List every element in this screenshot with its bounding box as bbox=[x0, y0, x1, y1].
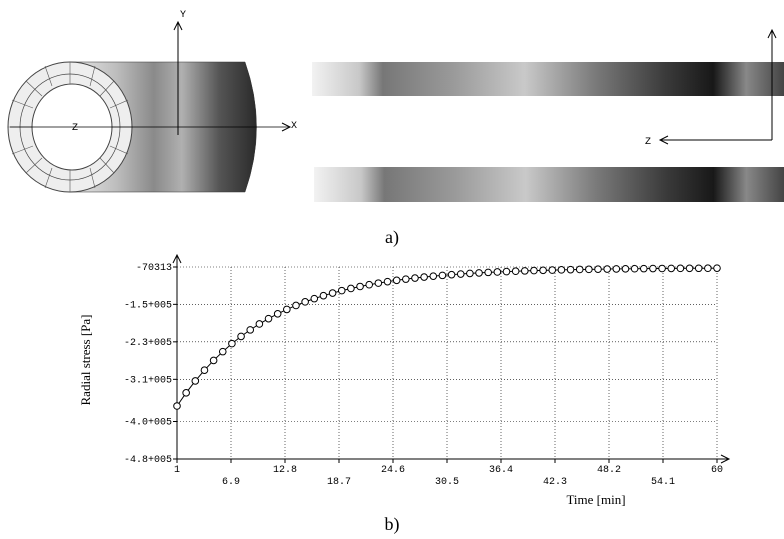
marker bbox=[421, 274, 428, 281]
marker bbox=[668, 265, 675, 272]
marker bbox=[256, 321, 263, 328]
x-tick-label: 36.4 bbox=[489, 465, 513, 476]
marker bbox=[540, 267, 547, 274]
marker bbox=[320, 292, 327, 299]
x-axis-label: Time [min] bbox=[566, 492, 625, 507]
marker bbox=[586, 266, 593, 273]
marker bbox=[174, 403, 181, 410]
axis-label: Y bbox=[180, 10, 186, 21]
x-tick-label: 30.5 bbox=[435, 477, 459, 488]
marker bbox=[393, 277, 400, 284]
marker bbox=[338, 287, 345, 294]
marker bbox=[604, 266, 611, 273]
marker bbox=[329, 290, 336, 297]
marker bbox=[219, 348, 226, 355]
marker bbox=[238, 333, 245, 340]
y-tick-label: -3.1+005 bbox=[124, 375, 172, 386]
marker bbox=[302, 299, 309, 306]
marker bbox=[375, 280, 382, 287]
marker bbox=[357, 283, 364, 290]
marker bbox=[521, 268, 528, 275]
axis-label: Z bbox=[72, 123, 78, 134]
marker bbox=[549, 267, 556, 274]
marker bbox=[595, 266, 602, 273]
caption: b) bbox=[385, 514, 400, 535]
marker bbox=[457, 271, 464, 278]
marker bbox=[366, 281, 373, 288]
marker bbox=[503, 268, 510, 275]
marker bbox=[485, 269, 492, 276]
marker bbox=[403, 276, 410, 283]
x-tick-label: 54.1 bbox=[651, 477, 675, 488]
marker bbox=[274, 311, 281, 318]
y-tick-label: -70313 bbox=[136, 263, 172, 274]
marker bbox=[677, 265, 684, 272]
y-tick-label: -1.5+005 bbox=[124, 300, 172, 311]
marker bbox=[650, 265, 657, 272]
marker bbox=[640, 265, 647, 272]
marker bbox=[265, 315, 272, 322]
marker bbox=[705, 265, 712, 272]
marker bbox=[311, 295, 318, 302]
marker bbox=[576, 266, 583, 273]
marker bbox=[229, 340, 236, 347]
marker bbox=[613, 266, 620, 273]
marker bbox=[201, 367, 208, 374]
caption: a) bbox=[385, 227, 399, 248]
marker bbox=[210, 357, 217, 364]
marker bbox=[183, 390, 190, 397]
marker bbox=[412, 275, 419, 282]
marker bbox=[448, 271, 455, 278]
marker bbox=[192, 378, 199, 385]
section-render bbox=[314, 167, 784, 202]
marker bbox=[467, 270, 474, 277]
marker bbox=[695, 265, 702, 272]
axis-label: Z bbox=[645, 137, 651, 148]
y-tick-label: -4.8+005 bbox=[124, 455, 172, 466]
y-tick-label: -2.3+005 bbox=[124, 338, 172, 349]
marker bbox=[247, 327, 254, 334]
marker bbox=[430, 273, 437, 280]
figure: Y X Z Z a) b) Radial stress [Pa] Time [m… bbox=[0, 0, 784, 539]
marker bbox=[284, 306, 291, 313]
marker bbox=[293, 302, 300, 309]
tube-render bbox=[8, 22, 290, 192]
x-tick-label: 6.9 bbox=[222, 477, 240, 488]
axis-label: X bbox=[291, 121, 297, 132]
y-tick-label: -4.0+005 bbox=[124, 418, 172, 429]
x-tick-label: 24.6 bbox=[381, 465, 405, 476]
x-tick-label: 60 bbox=[711, 465, 723, 476]
marker bbox=[622, 266, 629, 273]
x-tick-label: 12.8 bbox=[273, 465, 297, 476]
marker bbox=[631, 265, 638, 272]
marker bbox=[512, 268, 519, 275]
marker bbox=[714, 265, 721, 272]
marker bbox=[476, 270, 483, 277]
marker bbox=[494, 269, 501, 276]
marker bbox=[686, 265, 693, 272]
marker bbox=[567, 266, 574, 273]
x-tick-label: 18.7 bbox=[327, 477, 351, 488]
y-axis-label: Radial stress [Pa] bbox=[78, 315, 93, 406]
x-tick-label: 42.3 bbox=[543, 477, 567, 488]
x-tick-label: 48.2 bbox=[597, 465, 621, 476]
section-render bbox=[312, 62, 784, 96]
marker bbox=[558, 267, 565, 274]
marker bbox=[348, 285, 355, 292]
marker bbox=[659, 265, 666, 272]
marker bbox=[531, 267, 538, 274]
x-tick-label: 1 bbox=[174, 465, 180, 476]
marker bbox=[384, 278, 391, 285]
marker bbox=[439, 272, 446, 279]
